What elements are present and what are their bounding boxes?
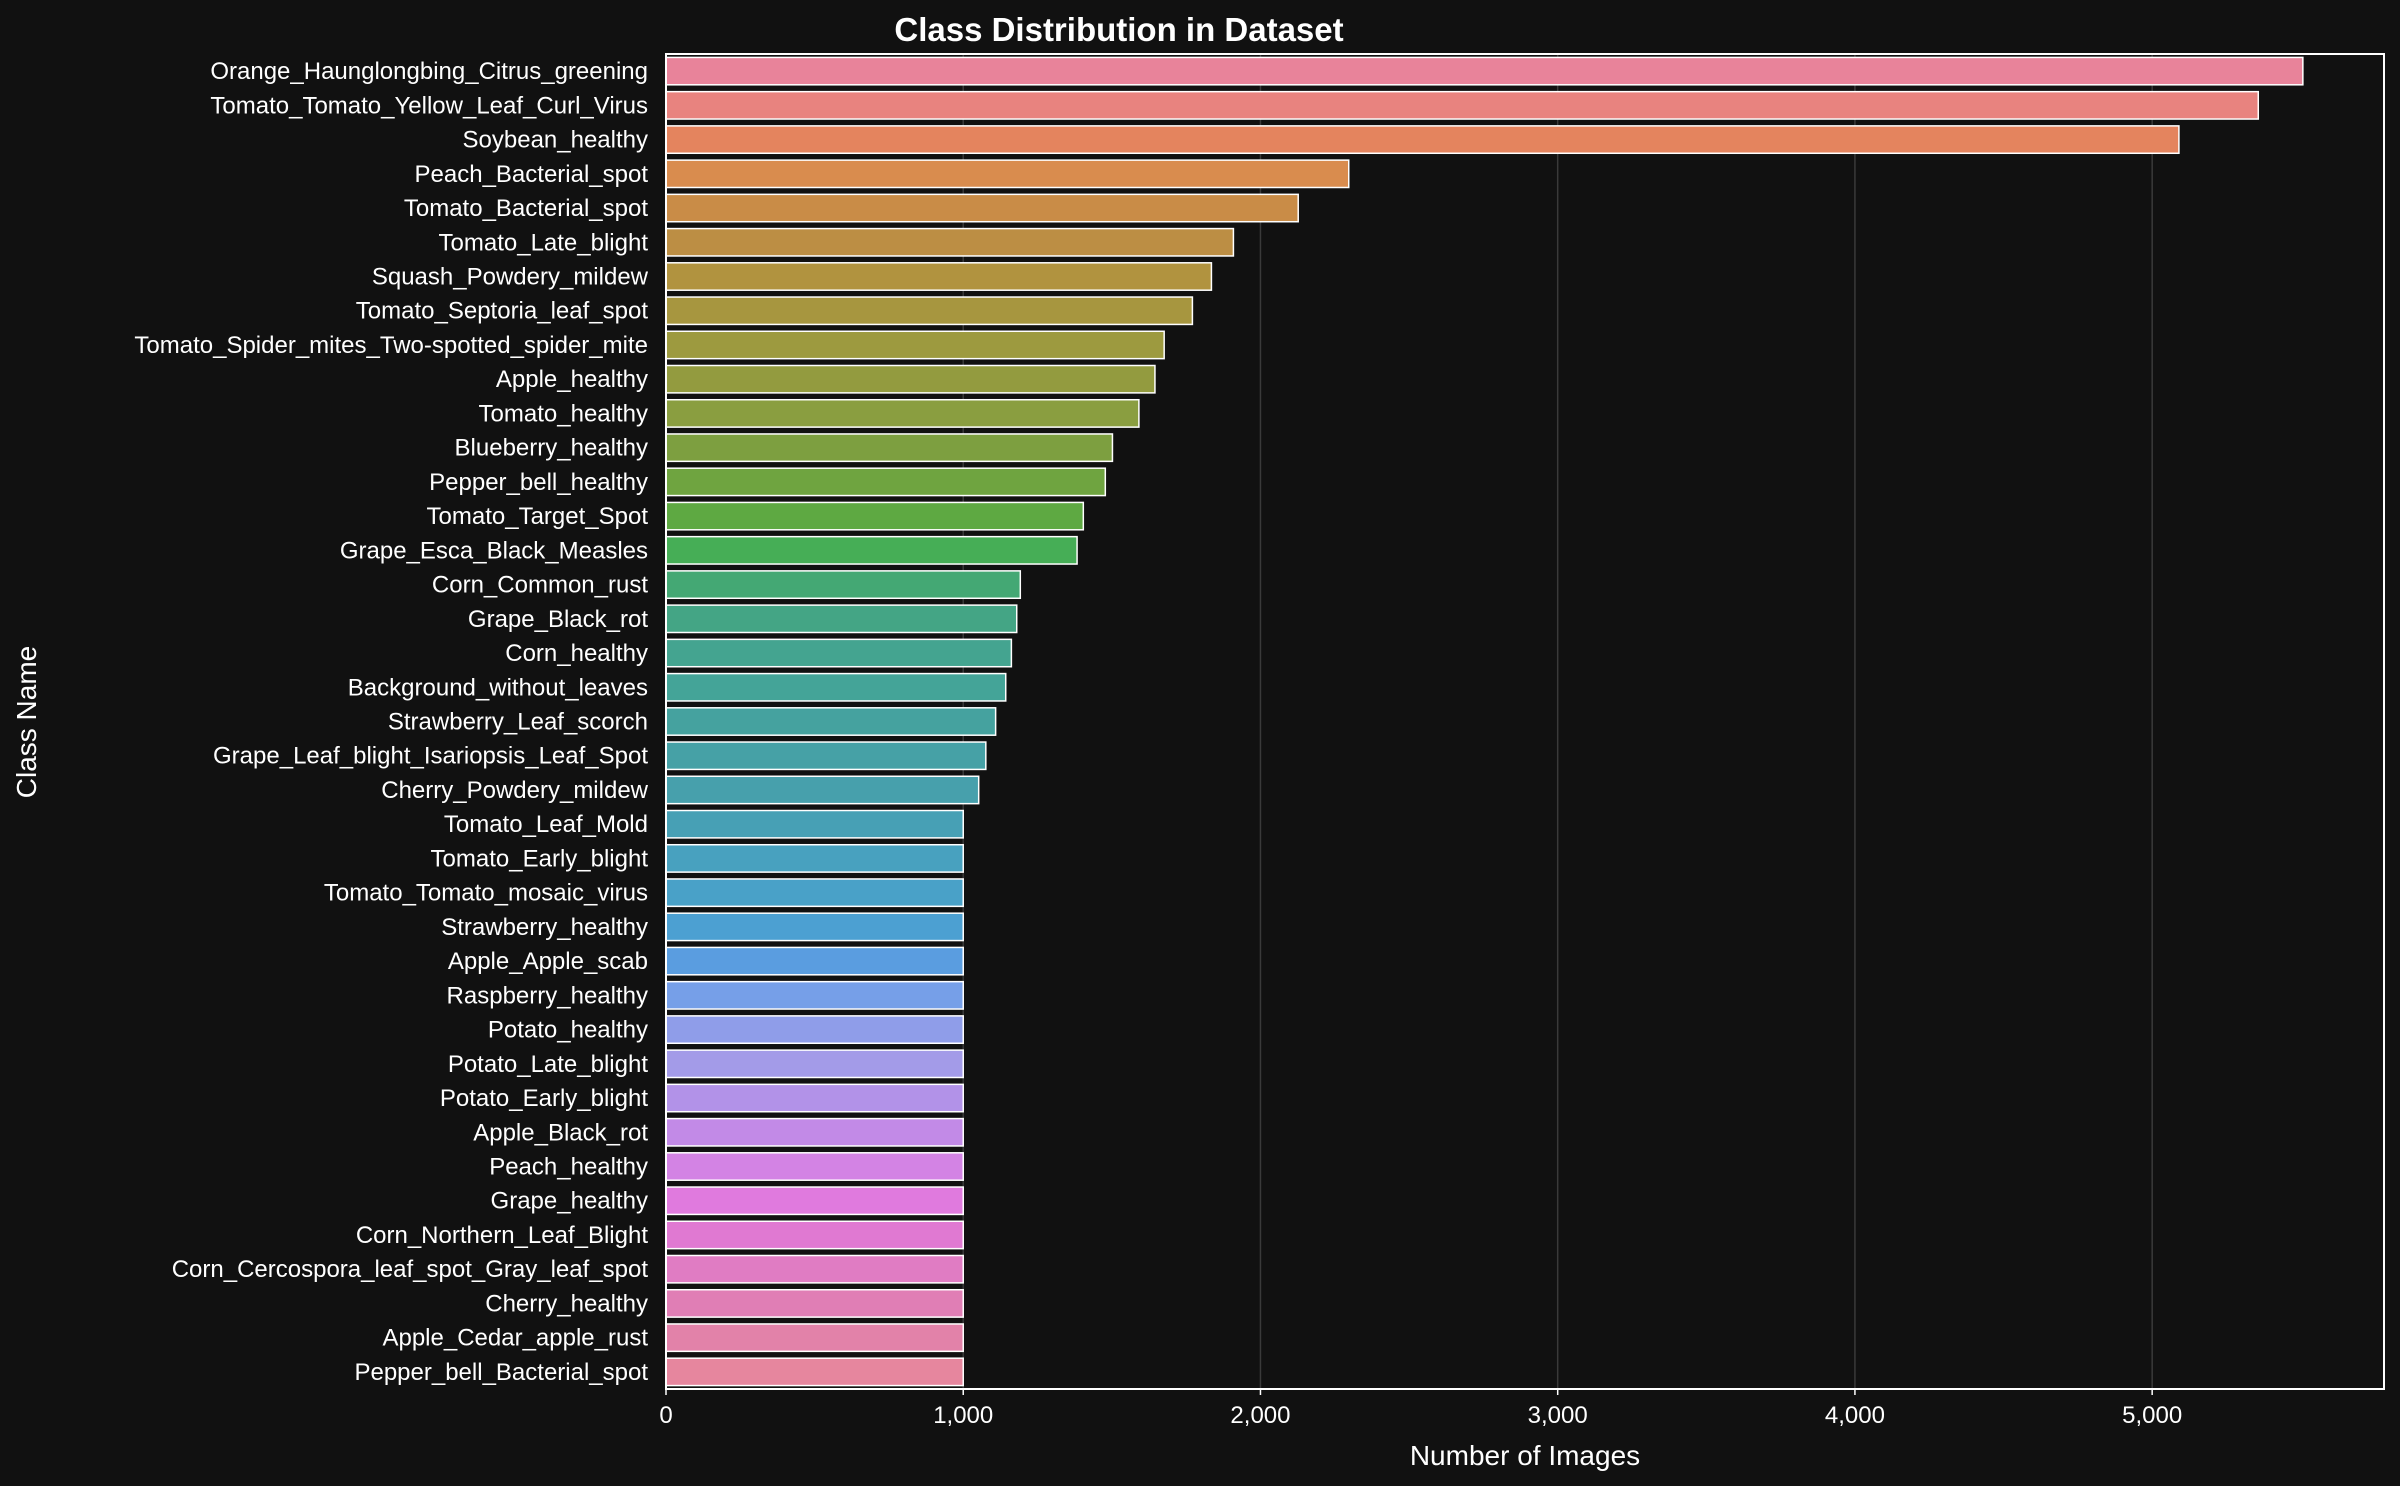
- category-labels: Orange_Haunglongbing_Citrus_greening Toma…: [134, 58, 648, 1386]
- x-tick-label: 2,000: [1230, 1402, 1290, 1429]
- category-label: Peach_healthy: [489, 1154, 648, 1181]
- category-label: Apple_Cedar_apple_rust: [382, 1325, 648, 1352]
- bar: [665, 535, 1078, 565]
- category-label: Tomato_Leaf_Mold: [444, 811, 648, 838]
- chart-title: Class Distribution in Dataset: [894, 11, 1343, 48]
- x-axis-label: Number of Images: [1410, 1440, 1640, 1471]
- category-label: Pepper_bell_Bacterial_spot: [354, 1359, 648, 1386]
- category-label: Tomato_Target_Spot: [427, 503, 649, 530]
- category-label: Grape_healthy: [491, 1188, 648, 1215]
- category-label: Apple_Black_rot: [473, 1119, 648, 1146]
- category-label: Corn_healthy: [505, 640, 648, 667]
- bar: [665, 56, 2304, 86]
- bar: [665, 330, 1165, 360]
- category-label: Strawberry_healthy: [441, 914, 648, 941]
- bar: [665, 1323, 964, 1353]
- bar: [665, 775, 980, 805]
- category-label: Grape_Leaf_blight_Isariopsis_Leaf_Spot: [213, 743, 648, 770]
- x-tick-label: 0: [659, 1402, 672, 1429]
- category-label: Tomato_Spider_mites_Two-spotted_spider_m…: [134, 332, 648, 359]
- category-label: Squash_Powdery_mildew: [372, 264, 649, 291]
- category-label: Potato_healthy: [488, 1017, 648, 1044]
- bar: [665, 1254, 964, 1284]
- category-label: Grape_Black_rot: [468, 606, 648, 633]
- y-axis-label: Class Name: [11, 646, 42, 798]
- category-label: Corn_Cercospora_leaf_spot_Gray_leaf_spot: [172, 1256, 649, 1283]
- category-label: Tomato_healthy: [479, 400, 648, 427]
- bar: [665, 946, 964, 976]
- bar: [665, 1083, 964, 1113]
- bar: [665, 398, 1140, 428]
- bar: [665, 90, 2260, 120]
- bar: [665, 1288, 964, 1318]
- bar: [665, 741, 987, 771]
- bar: [665, 227, 1235, 257]
- category-label: Soybean_healthy: [463, 127, 648, 154]
- category-label: Grape_Esca_Black_Measles: [340, 537, 648, 564]
- bar: [665, 843, 964, 873]
- category-label: Blueberry_healthy: [455, 435, 648, 462]
- plot-frame: [665, 53, 2385, 1390]
- bar: [665, 980, 964, 1010]
- x-axis-ticks: 0 1,000 2,000 3,000 4,000 5,000: [659, 1389, 2182, 1429]
- bar: [665, 1117, 964, 1147]
- category-label: Tomato_Early_blight: [431, 845, 649, 872]
- bar: [665, 672, 1007, 702]
- category-label: Background_without_leaves: [348, 674, 648, 701]
- bar: [665, 501, 1085, 531]
- bar: [665, 1015, 964, 1045]
- bar: [665, 433, 1114, 463]
- bar: [665, 878, 964, 908]
- category-label: Tomato_Tomato_Yellow_Leaf_Curl_Virus: [210, 92, 648, 119]
- bar: [665, 159, 1350, 189]
- category-label: Orange_Haunglongbing_Citrus_greening: [210, 58, 648, 85]
- bar: [665, 570, 1022, 600]
- bar: [665, 193, 1299, 223]
- bar: [665, 296, 1194, 326]
- category-label: Strawberry_Leaf_scorch: [388, 709, 648, 736]
- category-label: Cherry_Powdery_mildew: [381, 777, 648, 804]
- bar: [665, 809, 964, 839]
- bar: [665, 125, 2180, 155]
- bar: [665, 912, 964, 942]
- x-tick-label: 3,000: [1528, 1402, 1588, 1429]
- category-label: Apple_Apple_scab: [448, 948, 648, 975]
- bar: [665, 707, 997, 736]
- x-tick-label: 4,000: [1825, 1402, 1885, 1429]
- category-label: Pepper_bell_healthy: [429, 469, 648, 496]
- bar: [665, 1220, 964, 1250]
- category-label: Raspberry_healthy: [447, 982, 648, 1009]
- category-label: Apple_healthy: [496, 366, 648, 393]
- x-tick-label: 5,000: [2122, 1402, 2182, 1429]
- x-tick-label: 1,000: [933, 1402, 993, 1429]
- bar: [665, 638, 1013, 668]
- category-label: Tomato_Late_blight: [439, 229, 649, 256]
- category-label: Tomato_Tomato_mosaic_virus: [324, 880, 648, 907]
- category-label: Corn_Common_rust: [432, 572, 648, 599]
- category-label: Tomato_Septoria_leaf_spot: [356, 298, 649, 325]
- bar: [665, 467, 1107, 497]
- category-label: Potato_Late_blight: [448, 1051, 649, 1078]
- category-label: Potato_Early_blight: [440, 1085, 648, 1112]
- category-label: Cherry_healthy: [485, 1290, 648, 1317]
- category-label: Peach_Bacterial_spot: [415, 161, 649, 188]
- bar: [665, 262, 1213, 291]
- bar: [665, 604, 1018, 634]
- bar: [665, 364, 1156, 394]
- category-label: Corn_Northern_Leaf_Blight: [356, 1222, 649, 1249]
- bar: [665, 1357, 964, 1387]
- category-label: Tomato_Bacterial_spot: [404, 195, 648, 222]
- bar: [665, 1152, 964, 1181]
- bar: [665, 1049, 964, 1079]
- bars: [665, 56, 2304, 1387]
- bar: [665, 1186, 964, 1216]
